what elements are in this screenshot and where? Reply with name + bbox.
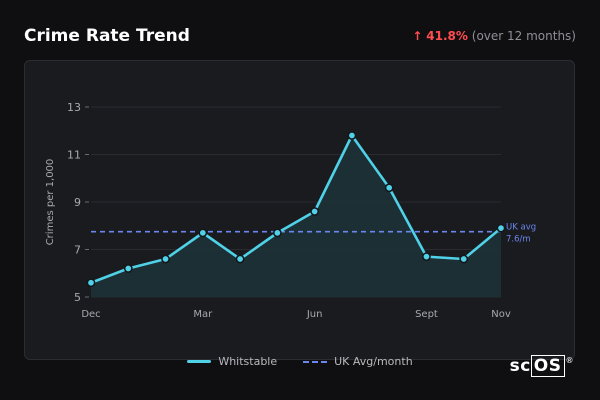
y-tick-label-5: 5 [74,291,81,304]
x-tick-label-jun: Jun [306,309,323,320]
legend-item-avg[interactable]: UK Avg/month [303,355,413,368]
data-point-10[interactable] [459,254,469,264]
legend-swatch-series [187,360,212,363]
uk-avg-value-label: 7.6/m [506,235,531,245]
data-point-0[interactable] [86,278,96,288]
data-point-11[interactable] [496,223,506,233]
y-tick-label-9: 9 [74,196,81,209]
x-tick-label-mar: Mar [193,309,213,320]
data-point-6[interactable] [310,207,319,216]
series-area [91,135,501,297]
legend-label-avg: UK Avg/month [334,355,413,368]
y-tick-label-7: 7 [74,244,81,257]
change-period: (over 12 months) [471,29,576,43]
x-tick-label-sept: Sept [415,309,438,320]
data-point-8[interactable] [384,183,394,193]
x-tick-label-nov: Nov [491,309,511,320]
y-tick-label-13: 13 [67,101,81,114]
chart-legend: Whitstable UK Avg/month [0,355,600,368]
data-point-9[interactable] [422,252,431,261]
y-axis-label: Crimes per 1,000 [45,159,56,246]
data-point-2[interactable] [161,254,170,264]
logo-reg: ® [565,356,574,365]
data-point-7[interactable] [347,131,357,140]
x-tick-label-dec: Dec [81,309,100,320]
change-indicator: ↑ 41.8% (over 12 months) [412,29,576,43]
brand-logo: sc OS ® [509,355,574,377]
uk-avg-label: UK avg [506,223,536,233]
trend-up-icon: ↑ [412,29,423,43]
logo-prefix: sc [509,356,531,376]
chart-panel [24,60,575,360]
y-tick-label-11: 11 [67,149,81,162]
change-percent: 41.8% [426,29,468,43]
legend-label-series: Whitstable [218,355,278,368]
data-point-4[interactable] [235,254,245,264]
logo-boxed: OS [530,355,565,377]
data-point-3[interactable] [198,228,208,238]
series-line-whitstable [90,134,502,284]
chart-title: Crime Rate Trend [24,26,190,46]
data-point-1[interactable] [123,264,133,273]
data-point-5[interactable] [273,228,282,238]
legend-item-series[interactable]: Whitstable [187,355,277,368]
legend-swatch-avg [303,360,328,363]
